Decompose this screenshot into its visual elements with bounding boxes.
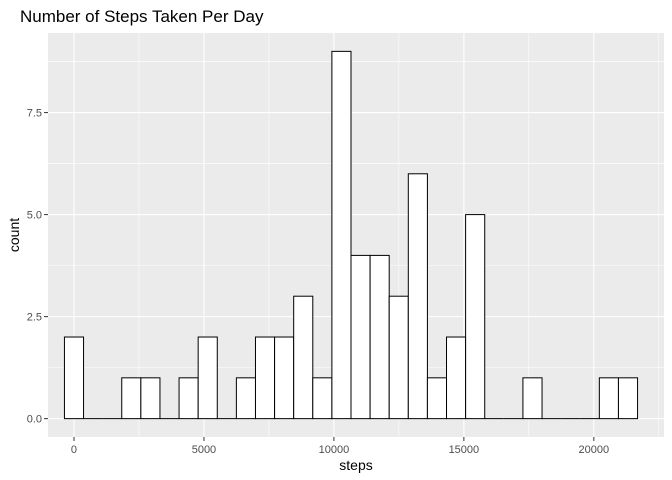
histogram-bar: [446, 336, 467, 420]
y-tick-label: 5.0: [27, 210, 42, 222]
histogram-bar: [369, 254, 390, 420]
histogram-bar: [254, 336, 276, 420]
histogram-bar: [617, 377, 639, 420]
y-tick-label: 2.5: [27, 312, 42, 324]
histogram-bar: [140, 377, 161, 420]
histogram-bar: [598, 377, 619, 420]
x-tick-label: 0: [71, 444, 77, 456]
histogram-bar: [274, 336, 295, 420]
y-axis-ticks: 0.0 2.5 5.0 7.5: [27, 108, 48, 426]
histogram-bar: [388, 295, 409, 420]
histogram-bar: [63, 336, 85, 420]
chart-title: Number of Steps Taken Per Day: [20, 7, 264, 26]
histogram-bar: [197, 336, 218, 420]
x-tick-label: 5000: [192, 444, 216, 456]
x-axis-title: steps: [339, 457, 372, 473]
x-tick-label: 20000: [579, 444, 610, 456]
histogram-bar: [293, 295, 314, 420]
y-axis-title: count: [6, 218, 22, 252]
histogram-bar: [312, 377, 333, 420]
histogram-bar: [522, 377, 543, 420]
histogram-bar: [235, 377, 256, 420]
histogram-bar: [121, 377, 142, 420]
histogram-bar: [465, 214, 486, 420]
y-tick-label: 0.0: [27, 414, 42, 426]
histogram-bar: [350, 254, 371, 420]
x-tick-label: 10000: [319, 444, 350, 456]
histogram-bar: [331, 50, 352, 420]
histogram-bars: [63, 50, 639, 420]
x-tick-label: 15000: [449, 444, 480, 456]
y-tick-label: 7.5: [27, 108, 42, 120]
histogram-bar: [178, 377, 199, 420]
x-axis-ticks: 0 5000 10000 15000 20000: [71, 437, 609, 456]
histogram-bar: [407, 173, 428, 420]
histogram-bar: [426, 377, 448, 420]
